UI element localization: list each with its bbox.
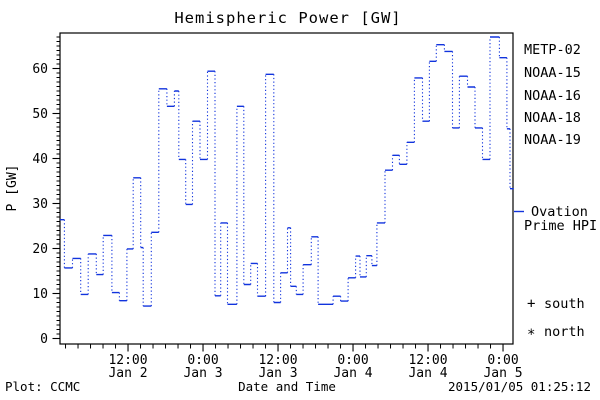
x-tick-date-label: Jan 2: [108, 366, 147, 381]
legend-item-noaa18: NOAA-18: [524, 110, 581, 126]
y-tick-label: 20: [32, 242, 48, 257]
legend-ovation-line1: Ovation: [531, 204, 588, 220]
legend: METP-02 NOAA-15 NOAA-16 NOAA-18 NOAA-19 …: [514, 42, 597, 343]
x-tick-date-label: Jan 5: [483, 366, 522, 381]
y-axis-minor-ticks: [56, 36, 60, 335]
south-plus-marker-icon: +: [527, 296, 535, 312]
y-tick-label: 50: [32, 107, 48, 122]
x-tick-time-label: 12:00: [108, 353, 147, 368]
x-axis-minor-ticks: [65, 344, 492, 349]
legend-item-noaa15: NOAA-15: [524, 65, 581, 81]
x-tick-date-label: Jan 3: [183, 366, 222, 381]
y-axis-label: P [GW]: [5, 165, 20, 212]
south-marker-label: south: [544, 296, 585, 312]
legend-item-metp02: METP-02: [524, 42, 581, 58]
x-tick-time-label: 0:00: [337, 353, 368, 368]
x-tick-time-label: 12:00: [258, 353, 297, 368]
y-tick-label: 60: [32, 62, 48, 77]
x-tick-time-label: 0:00: [487, 353, 518, 368]
plot-timestamp: 2015/01/05 01:25:12: [448, 379, 591, 394]
x-tick-time-label: 12:00: [408, 353, 447, 368]
y-tick-label: 40: [32, 152, 48, 167]
legend-ovation-line2: Prime HPI: [524, 218, 597, 234]
y-tick-label: 10: [32, 287, 48, 302]
x-tick-date-label: Jan 3: [258, 366, 297, 381]
step-line-vertical-connectors: [63, 37, 511, 307]
north-asterisk-marker-icon: *: [527, 327, 535, 343]
y-tick-label: 30: [32, 197, 48, 212]
x-tick-date-label: Jan 4: [408, 366, 447, 381]
step-line-levels: [60, 36, 514, 307]
chart-title: Hemispheric Power [GW]: [174, 9, 401, 27]
north-marker-label: north: [544, 324, 585, 340]
legend-item-noaa19: NOAA-19: [524, 132, 581, 148]
x-tick-time-label: 0:00: [187, 353, 218, 368]
x-tick-date-label: Jan 4: [333, 366, 372, 381]
plot-credit: Plot: CCMC: [5, 379, 80, 394]
y-tick-label: 0: [40, 332, 48, 347]
legend-item-noaa16: NOAA-16: [524, 88, 581, 104]
x-axis-title: Date and Time: [238, 379, 336, 394]
y-axis-major-ticks: 0 10 20 30 40 50 60: [32, 62, 60, 347]
ovation-prime-hpi-step-line: [60, 36, 514, 307]
